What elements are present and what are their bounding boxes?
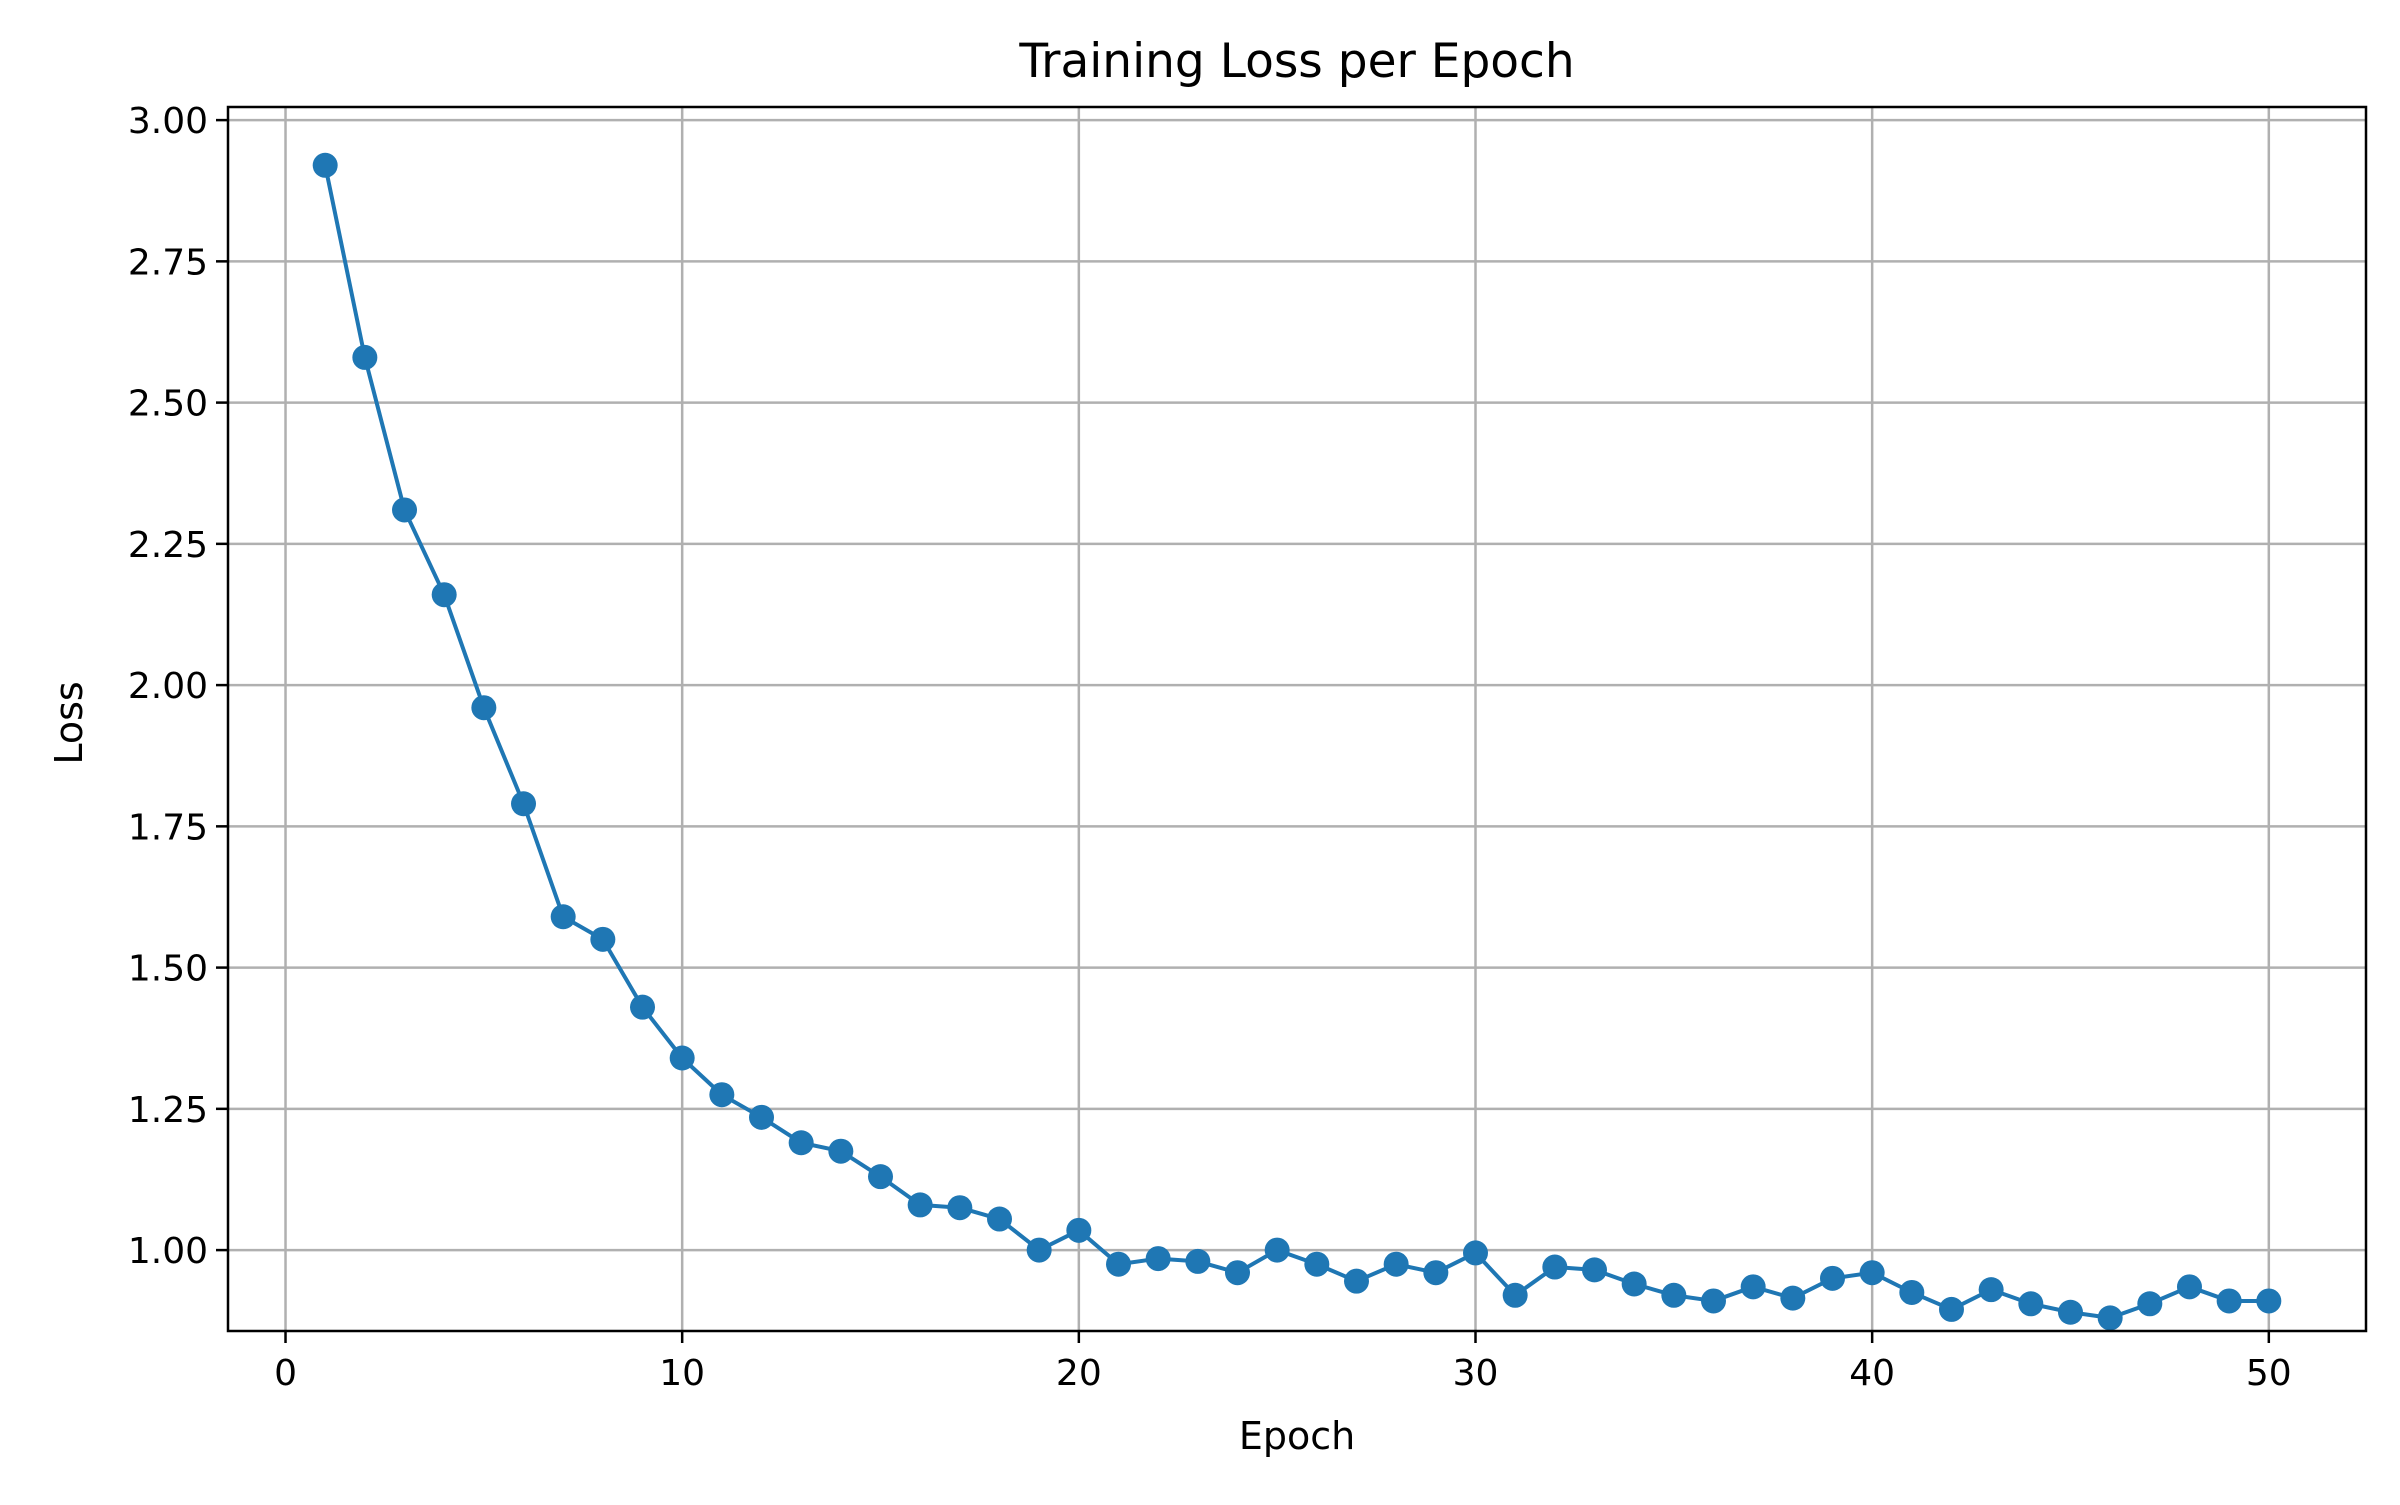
data-point [2018,1291,2044,1317]
data-point [987,1206,1013,1232]
data-point [2057,1299,2083,1325]
data-point [511,791,537,817]
data-point [1819,1265,1845,1291]
x-tick-label: 0 [274,1353,297,1394]
y-tick-label: 1.75 [128,807,208,848]
data-point [1066,1217,1092,1243]
data-point [907,1192,933,1218]
data-point [2256,1288,2282,1314]
data-point [868,1164,894,1190]
y-tick-label: 2.25 [128,525,208,566]
data-point [1343,1268,1369,1294]
data-point [352,344,378,370]
x-tick-label: 40 [1849,1353,1895,1394]
data-point [2137,1291,2163,1317]
data-point [2176,1274,2202,1300]
data-point [1621,1271,1647,1297]
data-point [1264,1237,1290,1263]
y-tick-label: 2.50 [128,384,208,425]
data-point [1026,1237,1052,1263]
data-point [1502,1282,1528,1308]
data-point [312,152,338,178]
data-point [1225,1260,1251,1286]
y-tick-label: 1.25 [128,1090,208,1131]
y-tick-label: 2.75 [128,242,208,283]
x-tick-label: 30 [1453,1353,1499,1394]
y-tick-label: 2.00 [128,666,208,707]
data-point [1145,1246,1171,1272]
plot-frame [226,105,2368,1333]
chart-title: Training Loss per Epoch [1018,34,1574,89]
data-point [1978,1277,2004,1303]
y-axis-label: Loss [47,681,91,764]
x-tick-label: 10 [659,1353,705,1394]
y-tick-label: 3.00 [128,101,208,142]
data-point [2216,1288,2242,1314]
data-point [2097,1305,2123,1331]
data-point [947,1195,973,1221]
data-point [1383,1251,1409,1277]
x-axis-label: Epoch [1239,1414,1355,1458]
data-point [749,1104,775,1130]
data-point [431,582,457,608]
data-point [1661,1282,1687,1308]
data-point [1304,1251,1330,1277]
x-tick-label: 20 [1056,1353,1102,1394]
data-point [1185,1248,1211,1274]
data-point [1462,1240,1488,1266]
axes: 0 10 20 30 40 50 1.00 1.25 1.50 1.75 2.00 2.25 2.50 2… [128,101,2368,1394]
data-point [1859,1260,1885,1286]
data-point [788,1130,814,1156]
data-point [550,904,576,930]
data-point [1581,1257,1607,1283]
data-point [392,497,418,523]
data-point [1542,1254,1568,1280]
data-point [1700,1288,1726,1314]
data-point [1740,1274,1766,1300]
data-point [1899,1279,1925,1305]
data-point [828,1138,854,1164]
data-point [1423,1260,1449,1286]
data-point [471,695,497,721]
data-point [590,926,616,952]
y-tick-label: 1.50 [128,949,208,990]
data-point [1938,1296,1964,1322]
data-point [709,1082,735,1108]
data-point [669,1045,695,1071]
y-tick-label: 1.00 [128,1231,208,1272]
grid-lines [228,107,2366,1331]
x-tick-label: 50 [2246,1353,2292,1394]
data-point [1106,1251,1132,1277]
data-point [1780,1285,1806,1311]
data-point [630,994,656,1020]
series-layer [312,152,2282,1331]
